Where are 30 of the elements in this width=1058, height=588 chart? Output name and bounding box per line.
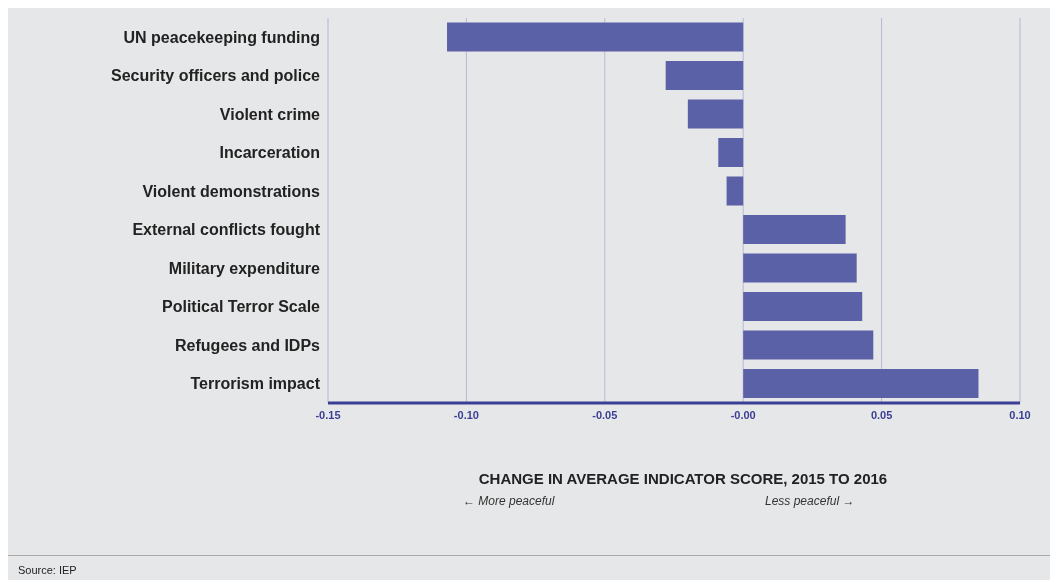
bar — [743, 253, 857, 283]
y-tick-label: Political Terror Scale — [162, 298, 321, 316]
y-tick-label: Violent demonstrations — [142, 182, 321, 200]
bar — [743, 292, 863, 322]
y-tick-label: Military expenditure — [168, 259, 321, 277]
x-tick-label: -0.05 — [592, 408, 618, 421]
text: ← More peaceful — [463, 494, 555, 508]
y-tick-label: UN peacekeeping funding — [123, 28, 320, 46]
x-tick-label: 0.05 — [870, 408, 893, 421]
bar — [447, 22, 744, 52]
bar — [718, 138, 744, 168]
bar — [743, 369, 979, 399]
bar — [726, 176, 744, 206]
text: Less peaceful → — [765, 494, 855, 508]
y-tick-label: Security officers and police — [111, 67, 321, 85]
y-tick-label: Violent crime — [219, 105, 321, 123]
x-tick-label: -0.15 — [315, 408, 341, 421]
bar — [743, 215, 846, 245]
y-tick-label: Terrorism impact — [190, 375, 321, 393]
y-tick-label: Incarceration — [219, 144, 320, 162]
y-tick-label: Refugees and IDPs — [175, 336, 321, 354]
bar — [743, 330, 874, 360]
x-axis-title: CHANGE IN AVERAGE INDICATOR SCORE, 2015 TO 2016 — [477, 470, 889, 487]
x-tick-label: -0.00 — [730, 408, 756, 421]
x-tick-label: -0.10 — [453, 408, 479, 421]
x-tick-label: 0.10 — [1009, 408, 1031, 421]
source-note: Source: IEP — [18, 564, 77, 576]
bar — [687, 99, 744, 129]
y-tick-label: External conflicts fought — [132, 221, 321, 239]
bar — [665, 61, 744, 91]
